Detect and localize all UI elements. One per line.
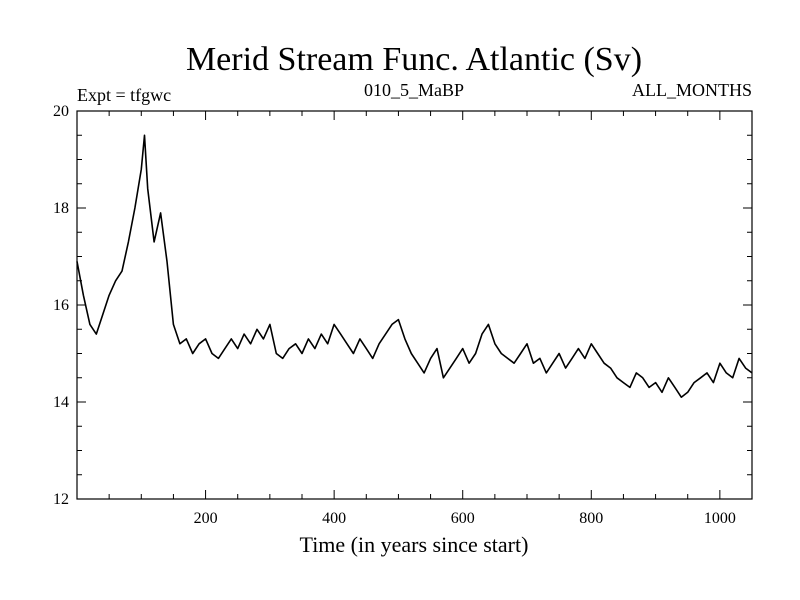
y-tick-label: 20 (53, 103, 69, 120)
y-tick-label: 16 (53, 297, 69, 314)
x-tick-label: 400 (322, 510, 346, 527)
data-line (76, 134, 753, 399)
subtitle-center: 010_5_MaBP (364, 80, 464, 100)
y-tick-label: 14 (53, 394, 69, 411)
subtitle-right: ALL_MONTHS (632, 80, 752, 100)
y-tick-label: 12 (53, 491, 69, 508)
x-tick-label: 800 (579, 510, 603, 527)
subtitle-left: Expt = tfgwc (77, 85, 171, 105)
chart-title: Merid Stream Func. Atlantic (Sv) (186, 41, 642, 78)
axes: 200 400 600 800 1000 12 14 16 18 20 (53, 103, 752, 527)
x-tick-label: 200 (194, 510, 218, 527)
series-line (76, 134, 753, 399)
x-tick-label: 1000 (704, 510, 736, 527)
y-tick-label: 18 (53, 200, 69, 217)
x-tick-label: 600 (451, 510, 475, 527)
x-axis-label: Time (in years since start) (300, 532, 529, 557)
plot-frame (76, 110, 753, 500)
